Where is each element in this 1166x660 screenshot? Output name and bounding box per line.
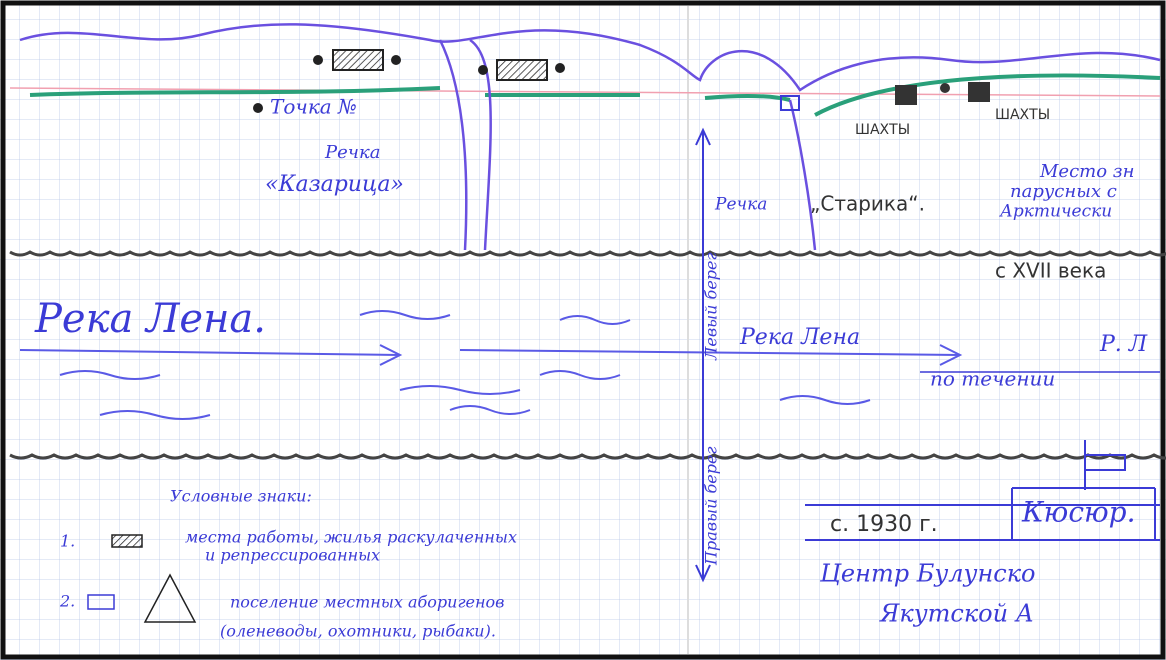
- village-year: с. 1930 г.: [830, 512, 938, 537]
- left-bank-label: Левый берег: [702, 252, 721, 361]
- river-label: Река Лена.: [34, 296, 266, 342]
- horizon: [19, 23, 1161, 92]
- century-note: с XVII века: [995, 259, 1106, 283]
- legend-number: 2.: [59, 592, 75, 611]
- point-label: Точка №: [270, 95, 357, 119]
- wave: [559, 315, 631, 325]
- wave: [59, 370, 161, 380]
- legend-text: (оленеводы, охотники, рыбаки).: [220, 622, 496, 641]
- wave: [359, 310, 451, 320]
- wave: [539, 370, 621, 380]
- village-name: Кюсюр.: [1021, 496, 1135, 529]
- legend-number: 1.: [60, 532, 75, 551]
- river-bank-bottom: [9, 453, 1166, 460]
- district-note: Якутской А: [879, 600, 1034, 628]
- flow-note: по течении: [930, 367, 1055, 391]
- legend-text: и репрессированных: [205, 546, 380, 565]
- legend-text: поселение местных аборигенов: [230, 593, 505, 612]
- legend-text: места работы, жилья раскулаченных: [185, 528, 517, 547]
- flow-arrow: [19, 344, 963, 366]
- mines-label: ШАХТЫ: [855, 122, 910, 138]
- wave: [99, 410, 211, 420]
- river-waves: [59, 310, 871, 420]
- labor-camp-icon: [253, 49, 565, 113]
- creek-kazarica: [438, 38, 492, 251]
- wave: [779, 395, 871, 405]
- shore-green: [29, 73, 1161, 117]
- right-bank-label: Правый берег: [702, 447, 721, 567]
- legend-title: Условные знаки:: [170, 487, 312, 506]
- bank-arrow: [695, 127, 711, 583]
- legend-icons: [87, 534, 197, 623]
- district-note: Центр Булунско: [819, 560, 1035, 588]
- hut-icon: [780, 95, 800, 111]
- place-note: парусных с: [1010, 181, 1117, 202]
- flag: [1084, 440, 1126, 490]
- place-note: Арктически: [999, 202, 1112, 222]
- creek-name: «Казарица»: [265, 172, 404, 197]
- wave: [399, 385, 521, 395]
- wave: [449, 405, 531, 415]
- village-box: [805, 487, 1160, 541]
- creek-label: Речка: [324, 142, 380, 163]
- river-bank-top: [9, 250, 1166, 257]
- creek-name: „Старика“.: [810, 192, 925, 216]
- creek-starika: [788, 99, 817, 251]
- river-label: Река Лена: [739, 325, 860, 350]
- mines-label: ШАХТЫ: [995, 107, 1050, 123]
- place-note: Место зн: [1039, 161, 1134, 182]
- river-label-2: Р. Л: [1099, 332, 1148, 357]
- creek-label: Речка: [714, 195, 767, 215]
- mine-icons: [895, 82, 990, 105]
